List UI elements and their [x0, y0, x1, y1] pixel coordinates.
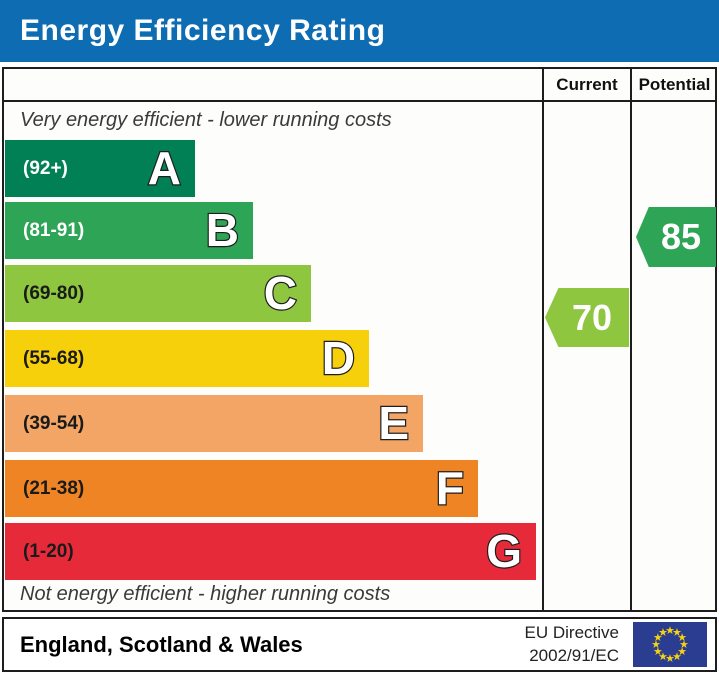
- column-divider-current: [542, 69, 544, 610]
- page-title: Energy Efficiency Rating: [20, 14, 386, 47]
- eu-flag-icon: [633, 622, 707, 667]
- band-row-C: (69-80) C: [5, 265, 311, 322]
- band-letter: B: [205, 203, 241, 257]
- header-row-divider: [4, 100, 715, 102]
- eu-directive-line1: EU Directive: [524, 623, 619, 643]
- band-range-label: (92+): [23, 157, 68, 179]
- potential-rating-value: 85: [660, 216, 702, 257]
- potential-rating-pointer: 85: [636, 207, 716, 267]
- band-letter: F: [435, 461, 466, 515]
- band-range-label: (21-38): [23, 477, 85, 499]
- band-row-B: (81-91) B: [5, 202, 253, 259]
- footer: England, Scotland & Wales EU Directive 2…: [2, 617, 717, 672]
- column-divider-potential: [630, 69, 632, 610]
- band-row-A: (92+) A: [5, 140, 195, 197]
- eu-directive-label: EU Directive 2002/91/EC: [525, 622, 619, 666]
- current-rating-pointer: 70: [545, 288, 629, 347]
- current-rating-value: 70: [571, 296, 613, 338]
- band-range-label: (55-68): [23, 347, 85, 369]
- band-row-E: (39-54) E: [5, 395, 423, 452]
- band-range-label: (1-20): [23, 540, 74, 562]
- potential-column-header: Potential: [638, 75, 711, 94]
- band-letter: E: [377, 396, 410, 450]
- band-range-label: (69-80): [23, 282, 85, 304]
- chart-header: Energy Efficiency Rating: [0, 0, 719, 62]
- eu-directive-line2: 2002/91/EC: [529, 645, 619, 665]
- band-row-G: (1-20) G: [5, 523, 536, 580]
- band-letter: D: [321, 331, 357, 385]
- band-row-F: (21-38) F: [5, 460, 478, 517]
- current-column-header: Current: [556, 75, 618, 94]
- bottom-note: Not energy efficient - higher running co…: [20, 583, 391, 605]
- band-letter: A: [147, 141, 183, 195]
- band-range-label: (39-54): [23, 412, 85, 434]
- band-range-label: (81-91): [23, 219, 85, 241]
- rating-table: Current Potential Very energy efficient …: [2, 67, 717, 612]
- band-row-D: (55-68) D: [5, 330, 369, 387]
- region-label: England, Scotland & Wales: [20, 631, 303, 657]
- band-letter: G: [485, 524, 523, 578]
- top-note: Very energy efficient - lower running co…: [20, 109, 392, 131]
- band-letter: C: [263, 266, 299, 320]
